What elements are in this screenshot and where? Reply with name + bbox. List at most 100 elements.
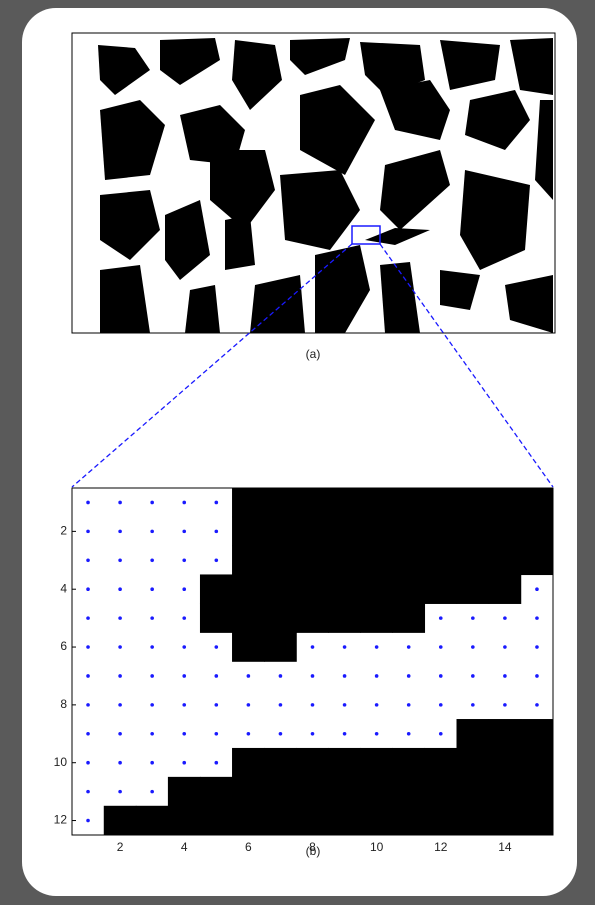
pixel [457,574,490,604]
pixel-dot [118,732,122,736]
pixel-dot [439,674,443,678]
pixel [296,603,329,633]
pixel-dot [150,616,154,620]
pixel [457,777,490,807]
pixel-dot [503,645,507,649]
pixel-dot [118,674,122,678]
pixel [521,488,554,518]
pixel-dot [215,558,219,562]
pixel [200,603,233,633]
pixel [168,806,201,836]
pixel-dot [343,703,347,707]
pixel-dot [86,703,90,707]
pixel-dot [279,703,283,707]
pixel-dot [118,530,122,534]
pixel [392,777,425,807]
pixel-dot [86,819,90,823]
pixel-dot [86,530,90,534]
pixel-dot [215,645,219,649]
pixel [232,488,265,518]
pixel-dot [407,703,411,707]
pixel [232,603,265,633]
pixel [296,517,329,547]
x-tick-label: 14 [498,840,512,854]
x-tick-label: 6 [245,840,252,854]
pixel [296,546,329,576]
pixel [264,546,297,576]
pixel [424,777,457,807]
pixel [232,517,265,547]
pixel-dot [343,645,347,649]
pixel [264,777,297,807]
pixel-dot [407,732,411,736]
pixel [392,488,425,518]
pixel-dot [215,761,219,765]
pixel-dot [311,703,315,707]
pixel [296,777,329,807]
pixel-dot [471,645,475,649]
pixel-dot [118,587,122,591]
pixel-dot [311,732,315,736]
pixel-dot [182,732,186,736]
pixel-dot [375,703,379,707]
pixel-dot [86,674,90,678]
pixel [521,748,554,778]
pixel-dot [215,530,219,534]
pixel [457,748,490,778]
pixel [296,748,329,778]
pixel [328,777,361,807]
pixel [360,574,393,604]
pixel-dot [439,645,443,649]
pixel [328,806,361,836]
pixel [232,632,265,662]
pixel-dot [118,501,122,505]
pixel [489,517,522,547]
y-tick-label: 12 [54,813,68,827]
pixel-dot [118,761,122,765]
pixel [200,574,233,604]
pixel [521,517,554,547]
pixel-dot [118,703,122,707]
pixel [328,748,361,778]
pixel [457,546,490,576]
figure: (a) 246810121424681012 (b) [0,0,595,900]
pixel-dot [439,703,443,707]
pixel [424,748,457,778]
pixel-dot [343,732,347,736]
pixel-dot [279,732,283,736]
pixel-dot [439,616,443,620]
pixel-dot [215,501,219,505]
pixel [360,603,393,633]
pixel-dot [535,645,539,649]
pixel [168,777,201,807]
pixel [296,488,329,518]
pixel [521,546,554,576]
pixel [200,806,233,836]
pixel-dot [118,645,122,649]
pixel-dot [375,645,379,649]
pixel [424,546,457,576]
pixel [296,574,329,604]
pixel-dot [182,703,186,707]
pixel [264,632,297,662]
pixel-dot [215,732,219,736]
pixel-dot [535,616,539,620]
pixel [328,574,361,604]
pixel-dot [150,674,154,678]
pixel [521,777,554,807]
pixel-dot [182,645,186,649]
pixel-dot [86,501,90,505]
pixel-dot [86,616,90,620]
pixel-dot [535,703,539,707]
pixel-dot [118,558,122,562]
pixel-dot [86,645,90,649]
pixel-dot [86,732,90,736]
pixel-dot [407,674,411,678]
pixel-dot [150,761,154,765]
pixel-dot [535,674,539,678]
pixel [489,719,522,749]
pixel-dot [86,558,90,562]
pixel [392,546,425,576]
pixel [328,488,361,518]
y-tick-label: 8 [60,697,67,711]
